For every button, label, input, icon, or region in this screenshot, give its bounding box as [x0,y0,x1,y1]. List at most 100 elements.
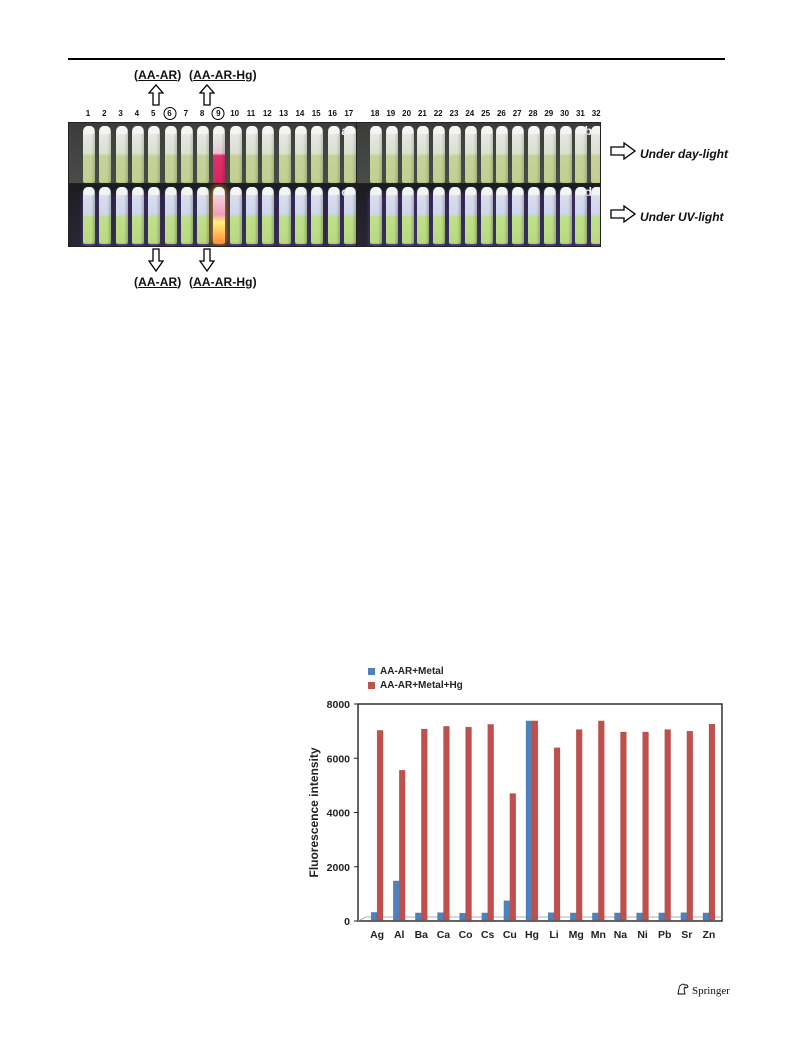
y-tick-label: 0 [344,916,350,928]
vial [83,126,95,183]
bar [481,912,488,921]
down-arrow-icon [148,248,164,272]
bar [392,880,400,921]
bar [575,729,583,921]
vial [480,126,493,183]
vial [385,187,398,244]
vial [180,187,193,244]
tube-number: 24 [465,109,475,118]
vial [401,187,414,244]
bar [376,730,384,921]
vial [591,187,600,244]
vial [164,126,177,183]
bar [398,769,406,921]
vial [417,187,430,244]
tube-number: 26 [496,109,506,118]
tube-number: 32 [591,109,601,118]
vial [528,126,540,183]
x-tick-label: Ag [370,929,384,941]
panel-a-day: a [68,122,357,186]
vial [591,126,600,183]
tube-number: 11 [246,109,256,118]
tube-number: 17 [344,109,354,118]
bar [708,723,716,921]
tube-number: 25 [481,109,491,118]
x-tick-label: Zn [703,929,716,941]
bar [531,720,539,921]
tube-number: 30 [560,109,570,118]
vial [559,187,572,244]
vial [99,126,112,183]
bar [658,912,665,921]
vial [131,187,144,244]
vial [294,187,307,244]
vial [370,126,382,183]
bar [443,725,450,921]
vial [148,187,161,244]
vial [262,126,275,183]
tube-number-row: 1 2 3 4 5 6 7 8 9 10 11 12 13 14 15 16 17 18 19 20 21 22 23 24 2… [68,107,738,123]
bar [592,912,599,921]
bar [525,720,533,921]
tube-number: 14 [295,109,305,118]
vial [512,126,525,183]
bar [636,912,643,921]
vial [496,187,509,244]
vial [311,187,324,244]
x-tick-label: Mn [591,929,606,941]
vial [449,126,461,183]
vial [464,187,477,244]
tube-number: 22 [433,109,443,118]
x-tick-label: Pb [658,929,671,941]
vial [401,126,414,183]
tube-number: 19 [386,109,396,118]
tube-number: 9 [211,107,225,120]
vial [528,187,540,244]
vial [197,187,210,244]
legend-swatch [368,682,375,689]
tube-number: 18 [370,109,380,118]
tube-number: 28 [528,109,538,118]
vial [343,187,356,244]
vial [278,187,291,244]
publisher-name: Springer [692,985,730,997]
top-callout-aa-ar-hg: (AA-AR-Hg) [189,68,257,82]
vial [278,126,291,183]
bar [415,912,422,921]
x-tick-label: Na [614,929,628,941]
y-tick-label: 2000 [327,862,351,874]
vial [246,187,258,244]
tube-number: 6 [163,107,176,120]
tube-number: 5 [150,109,156,118]
bar [686,730,694,921]
tube-number: 27 [512,109,522,118]
bar [509,793,517,921]
vial [512,187,525,244]
vial [575,187,588,244]
bar [614,912,621,921]
x-tick-label: Ba [415,929,429,941]
bar [459,912,466,921]
vial [148,126,161,183]
vial [99,187,112,244]
top-callout-aa-ar: (AA-AR) [134,68,182,82]
y-tick-label: 6000 [327,753,351,765]
tube-number: 4 [134,109,140,118]
vial [575,126,588,183]
bar [370,912,378,921]
tube-number: 2 [102,109,107,118]
vial [417,126,430,183]
vial [433,126,446,183]
y-tick-label: 8000 [327,699,351,711]
down-arrow-icon [199,248,215,272]
uv-light-label: Under UV-light [610,204,724,228]
vial [180,126,193,183]
vial [311,126,324,183]
tube-number: 1 [85,109,91,118]
tube-number: 3 [118,109,123,118]
page-footer: Springer [676,982,730,1000]
tube-number: 21 [417,109,427,118]
x-tick-label: Mg [569,929,584,941]
bottom-callout-aa-ar-hg: (AA-AR-Hg) [189,275,257,289]
bar [503,900,511,921]
